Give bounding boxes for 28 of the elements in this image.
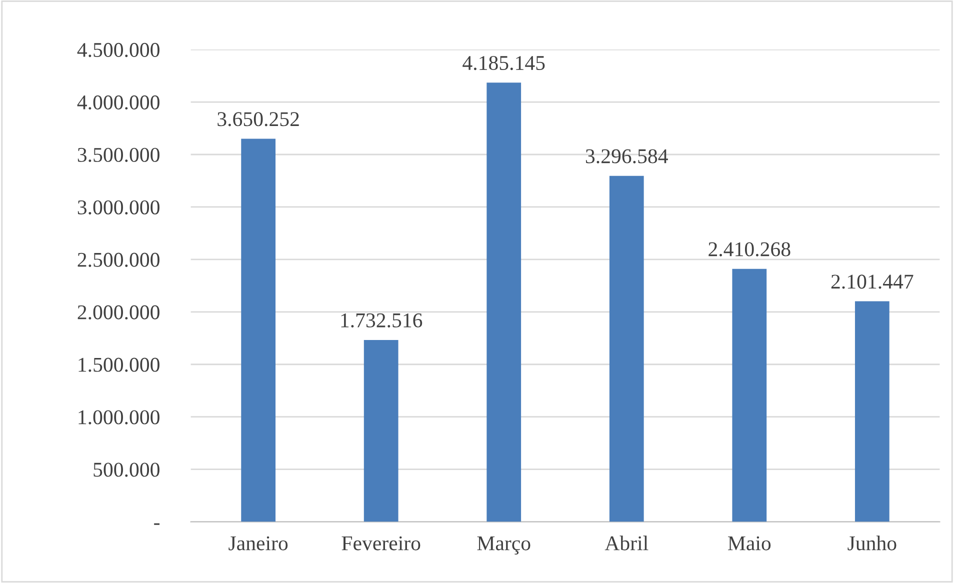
y-tick-label: 1.000.000	[78, 410, 160, 424]
x-tick-label: Maio	[728, 536, 771, 550]
data-label: 2.410.268	[708, 242, 790, 256]
x-tick-label: Janeiro	[228, 536, 288, 550]
y-tick-label: 500.000	[94, 462, 160, 477]
data-label: 3.650.252	[218, 112, 299, 126]
bar	[854, 301, 890, 522]
bar	[241, 138, 276, 522]
y-tick-label: 4.000.000	[77, 95, 160, 110]
y-tick-label: -	[154, 523, 160, 525]
bar	[732, 268, 767, 522]
data-label: 2.101.447	[831, 274, 914, 289]
bar	[609, 176, 644, 522]
x-tick-label: Junho	[848, 536, 896, 550]
data-label: 1.732.516	[341, 313, 422, 328]
y-tick-label: 2.000.000	[78, 305, 160, 320]
y-tick-label: 2.500.000	[78, 252, 160, 267]
x-tick-label: Março	[477, 536, 530, 555]
data-label: 3.296.584	[586, 149, 668, 164]
y-tick-label: 1.500.000	[78, 358, 160, 372]
data-label: 4.185.145	[462, 56, 545, 70]
bar	[364, 340, 398, 522]
x-tick-label: Abril	[604, 536, 648, 550]
x-tick-label: Fevereiro	[342, 536, 420, 550]
y-tick-label: 4.500.000	[77, 42, 160, 58]
y-tick-label: 3.500.000	[78, 148, 160, 162]
bar	[486, 82, 522, 522]
y-tick-label: 3.000.000	[78, 200, 160, 214]
